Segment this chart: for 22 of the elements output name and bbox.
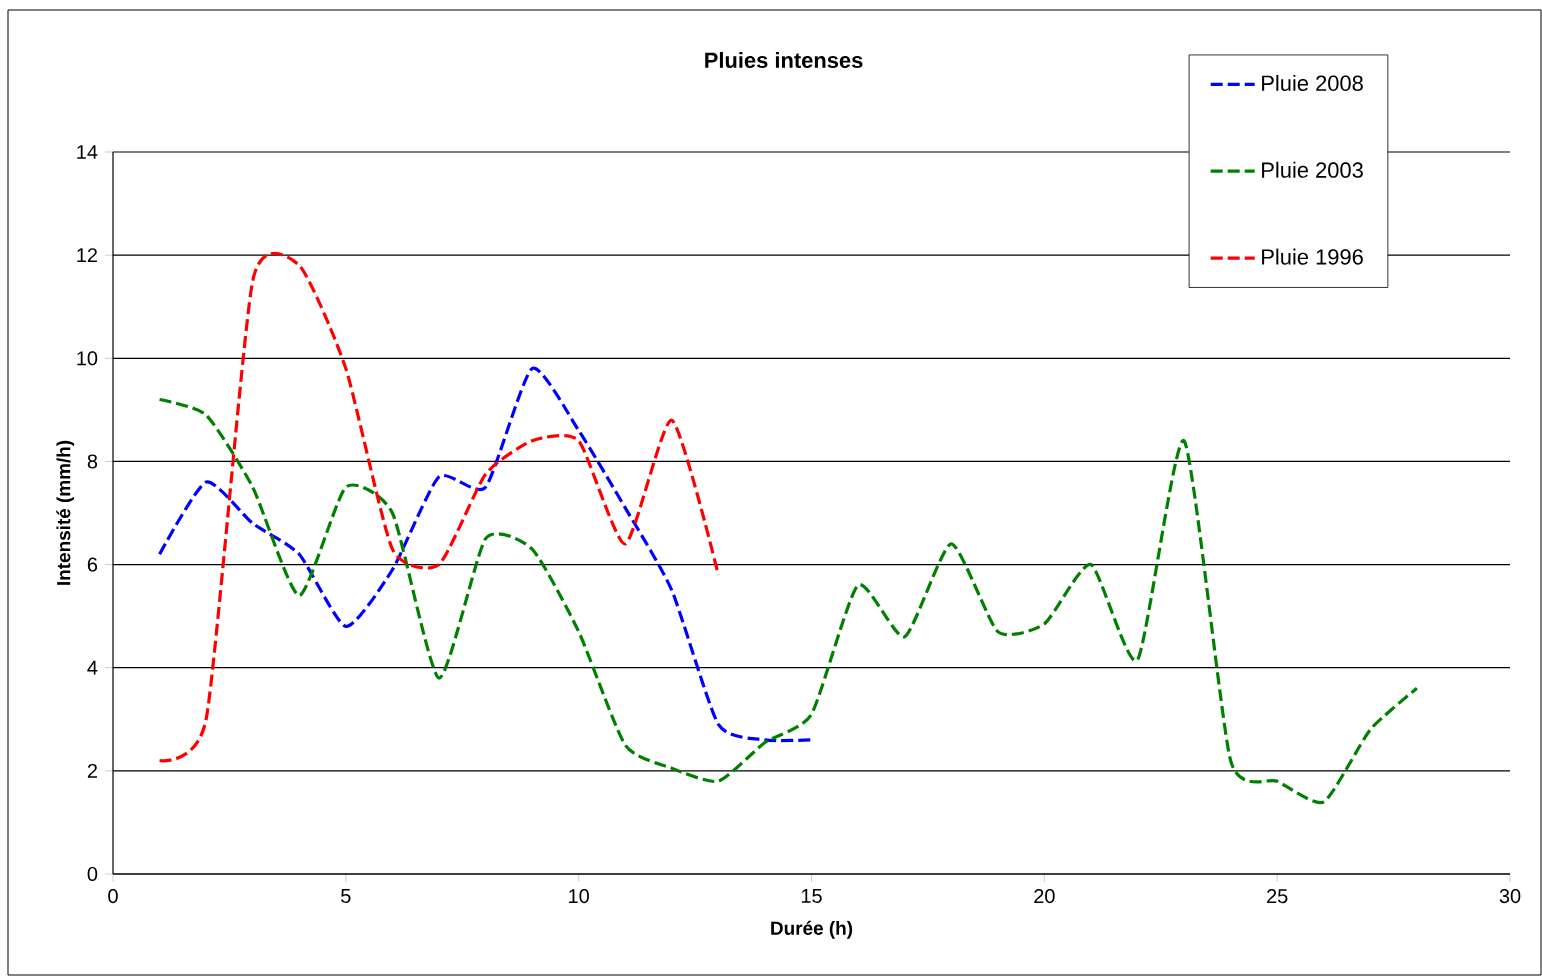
x-tick-label: 0	[108, 889, 118, 904]
chart-title: Pluies intenses	[705, 51, 863, 69]
x-tick-label: 15	[801, 889, 822, 903]
y-tick-label: 10	[77, 351, 98, 366]
y-tick-label: 14	[77, 145, 98, 159]
y-axis-title: Intensité (mm/h)	[56, 440, 75, 585]
x-tick-label: 10	[569, 889, 589, 904]
line-series	[157, 397, 1419, 804]
y-tick-label: 2	[87, 763, 97, 778]
y-tick-label: 6	[87, 557, 98, 572]
y-tick-label: 12	[77, 248, 97, 263]
x-tick-label: 5	[341, 889, 351, 903]
x-tick-label: 25	[1267, 889, 1288, 904]
legend-label: Pluie 1996	[1262, 248, 1363, 265]
y-tick-label: 0	[87, 866, 98, 882]
x-tick-label: 20	[1034, 889, 1055, 904]
legend-label: Pluie 2008	[1262, 74, 1363, 92]
y-tick-label: 8	[87, 454, 98, 469]
x-tick-label: 30	[1499, 889, 1521, 904]
x-axis-title: Durée (h)	[771, 920, 853, 939]
legend-label: Pluie 2003	[1262, 161, 1363, 178]
y-tick-label: 4	[87, 660, 98, 675]
